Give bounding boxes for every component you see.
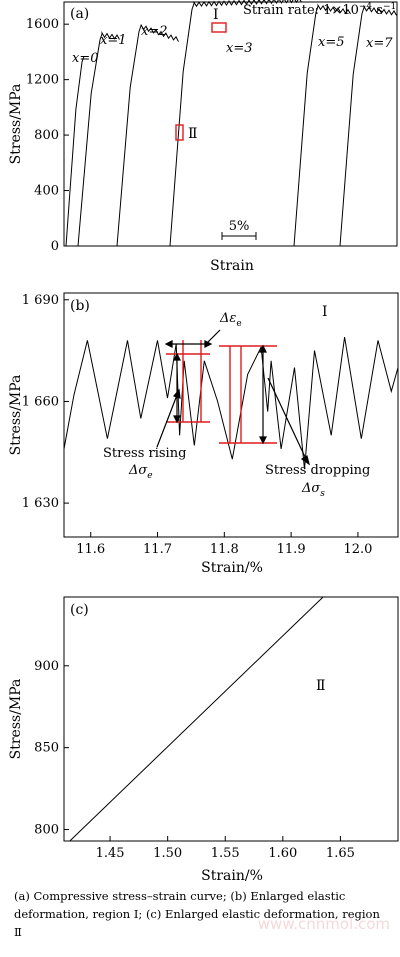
region-i-box [211, 22, 227, 33]
strain-rate-prefix: Strain rate: 1×10 [243, 3, 359, 18]
panel-a-curve-x5 [293, 3, 351, 247]
panel-a-y-tick-label: 0 [51, 239, 59, 254]
region-i-label: Ⅰ [213, 7, 219, 23]
panel-c-label: (c) [70, 602, 89, 618]
panel-b-frame [63, 292, 399, 538]
stress-dropping-line1: Stress dropping [265, 463, 370, 478]
scale-bar-label: 5% [229, 219, 250, 234]
panel-a-label: (a) [70, 6, 89, 22]
strain-rate-unit: s [372, 3, 383, 18]
stress-rising-symbol: Δσ [128, 463, 148, 478]
panel-c-curve [69, 596, 324, 842]
stress-rising-line1: Stress rising [103, 446, 186, 461]
panel-c-y-label: Stress/MPa [8, 679, 24, 760]
scale-bar: 5% [221, 219, 257, 240]
panel-b-x-tick-label: 11.7 [143, 542, 172, 557]
panel-c-y-tick-label: 900 [34, 659, 59, 674]
region-ii-label: Ⅱ [188, 126, 198, 142]
watermark: www.cnnmol.com [257, 915, 390, 933]
panel-a-curve-x7 [339, 4, 397, 247]
panel-b-y-label: Stress/MPa [8, 375, 24, 456]
panel-a-curve-x1 [77, 31, 120, 247]
panel-a-y-ticks: 0 400 800 1200 1600 [26, 17, 69, 254]
panel-c-x-tick-label: 1.50 [153, 846, 182, 861]
series-label-x0: x=0 [72, 51, 99, 66]
panel-b-label: (b) [70, 298, 90, 314]
panel-c-frame [63, 596, 399, 842]
panel-c-y-tick-label: 800 [34, 823, 59, 838]
panel-a-y-tick-label: 400 [34, 184, 59, 199]
strain-rate-exponent: −4 [359, 2, 373, 12]
panel-a-y-tick-label: 1600 [26, 17, 59, 32]
panel-c-region-label: Ⅱ [316, 678, 326, 694]
figure-canvas: 0 400 800 1200 1600 (a) Strain Stress/MPa St… [8, 0, 399, 884]
figure-caption: (a) Compressive stress–strain curve; (b)… [14, 887, 389, 941]
panel-c-ticks: 1.45 1.50 1.55 1.60 1.65 800 850 900 [34, 659, 355, 861]
caption-line-2: deformation, region Ⅰ; (c) Enlarged elas… [14, 907, 380, 921]
stress-dropping-sub: s [320, 489, 325, 499]
panel-c-y-tick-label: 850 [34, 741, 59, 756]
series-labels: x=0 x=1 x=2 x=3 x=5 x=7 [72, 24, 393, 66]
panel-a-frame [63, 1, 398, 247]
panel-b-region-label: Ⅰ [322, 304, 328, 320]
panel-b-ticks: 11.6 11.7 11.8 11.9 12.0 1 630 1 660 1 690 [22, 293, 373, 557]
strain-rate-label: Strain rate: 1×10−4 s−1 [243, 2, 396, 18]
series-label-x7: x=7 [366, 36, 393, 51]
delta-epsilon-sub: e [236, 319, 241, 329]
caption-line-3: Ⅱ [14, 925, 22, 939]
arrows [156, 329, 310, 466]
panel-b-x-label: Strain/% [201, 560, 263, 576]
stress-dropping-line2: Δσs [301, 481, 325, 499]
series-label-x3: x=3 [226, 41, 253, 56]
stress-dropping-symbol: Δσ [301, 481, 321, 496]
panel-a: 0 400 800 1200 1600 (a) Strain Stress/MPa St… [8, 0, 398, 274]
panel-c-x-label: Strain/% [201, 868, 263, 884]
panel-b-x-tick-label: 11.8 [210, 542, 239, 557]
series-label-x5: x=5 [318, 35, 345, 50]
panel-b-x-tick-label: 11.6 [76, 542, 105, 557]
panel-a-y-tick-label: 1200 [26, 73, 59, 88]
panel-c-x-tick-label: 1.45 [96, 846, 125, 861]
panel-b-curve [63, 337, 399, 470]
panel-c: 1.45 1.50 1.55 1.60 1.65 800 850 900 (c) Ⅱ Stra… [8, 596, 399, 884]
panel-a-curve-x0 [65, 55, 85, 247]
panel-c-x-tick-label: 1.60 [268, 846, 297, 861]
panel-b-y-tick-label: 1 630 [22, 496, 59, 511]
series-label-x1: x=1 [100, 33, 127, 48]
stress-rising-sub: e [147, 471, 152, 481]
panel-a-y-label: Stress/MPa [8, 84, 24, 165]
panel-b-y-tick-label: 1 660 [22, 394, 59, 409]
panel-a-curve-x2 [116, 24, 179, 247]
delta-epsilon-label: Δεe [219, 311, 242, 329]
delta-epsilon-symbol: Δε [219, 311, 236, 326]
stress-rising-line2: Δσe [128, 463, 153, 481]
panel-b-x-tick-label: 12.0 [343, 542, 372, 557]
panel-a-y-tick-label: 800 [34, 128, 59, 143]
panel-c-x-tick-label: 1.55 [211, 846, 240, 861]
region-ii-box [175, 124, 184, 141]
panel-a-curve-x3 [169, 0, 302, 247]
panel-b-y-tick-label: 1 690 [22, 293, 59, 308]
strain-rate-unit-exponent: −1 [383, 2, 396, 12]
panel-a-curves [65, 0, 397, 247]
elastic-markers [166, 340, 277, 444]
caption-line-1: (a) Compressive stress–strain curve; (b)… [14, 889, 346, 903]
panel-a-x-label: Strain [210, 258, 254, 274]
panel-b-x-tick-label: 11.9 [277, 542, 306, 557]
series-label-x2: x=2 [141, 24, 168, 39]
panel-c-x-tick-label: 1.65 [326, 846, 355, 861]
